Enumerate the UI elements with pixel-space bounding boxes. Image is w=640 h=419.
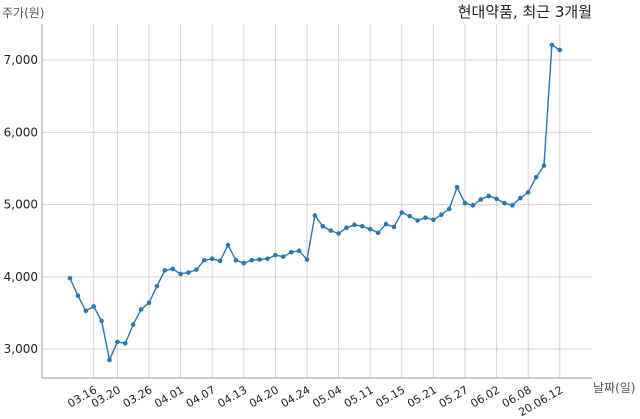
data-point xyxy=(336,231,341,236)
data-point xyxy=(99,318,104,324)
data-point xyxy=(296,248,302,254)
y-tick-label: 5,000 xyxy=(4,198,38,212)
x-tick-label: 05.11 xyxy=(342,383,376,410)
x-tick-label: 03.26 xyxy=(121,383,155,410)
data-point xyxy=(138,307,144,312)
data-point xyxy=(115,339,120,345)
data-point xyxy=(454,184,460,190)
data-point xyxy=(312,213,318,218)
data-point xyxy=(241,260,247,266)
data-point xyxy=(320,223,326,229)
data-point xyxy=(217,258,223,264)
data-point xyxy=(423,215,428,220)
data-point xyxy=(67,276,73,281)
data-point xyxy=(375,230,381,236)
data-point xyxy=(549,42,555,48)
series-line xyxy=(69,43,561,363)
data-point xyxy=(462,200,468,206)
y-tick-label: 7,000 xyxy=(4,53,38,67)
data-point xyxy=(304,257,310,262)
data-point xyxy=(399,210,405,215)
data-point xyxy=(328,228,334,233)
y-tick-label: 3,000 xyxy=(4,342,38,356)
data-point xyxy=(146,300,152,306)
data-point xyxy=(391,224,397,230)
x-tick-label: 06.02 xyxy=(468,383,502,410)
x-tick-label: 05.21 xyxy=(405,383,439,410)
x-tick-label: 05.04 xyxy=(310,383,344,410)
data-point xyxy=(431,217,436,223)
x-tick-label: 04.20 xyxy=(247,383,281,410)
data-point xyxy=(154,283,160,289)
data-point xyxy=(249,257,254,263)
data-point xyxy=(281,254,286,259)
data-point xyxy=(209,256,215,262)
data-point xyxy=(533,174,539,180)
data-point xyxy=(557,47,563,53)
data-point xyxy=(225,242,231,248)
y-tick-labels: 3,000 4,000 5,000 6,000 7,000 xyxy=(4,53,38,356)
y-tick-label: 4,000 xyxy=(4,270,38,284)
data-point xyxy=(273,252,278,258)
data-point xyxy=(233,257,239,263)
x-tick-label: 04.24 xyxy=(279,383,313,410)
data-point xyxy=(494,196,499,202)
data-point xyxy=(186,270,191,275)
data-point xyxy=(91,304,96,309)
data-point xyxy=(525,190,531,195)
data-point xyxy=(194,267,199,272)
data-point xyxy=(265,256,270,262)
x-tick-label: 04.07 xyxy=(184,383,218,410)
data-point xyxy=(178,271,183,277)
data-point xyxy=(130,322,136,327)
data-point xyxy=(518,195,523,201)
data-point xyxy=(439,212,444,218)
data-point xyxy=(470,203,476,208)
x-tick-label: 05.27 xyxy=(437,383,471,410)
chart-title: 현대약품, 최근 3개월 xyxy=(458,3,592,21)
data-point xyxy=(107,357,112,363)
x-tick-labels: 03.1603.2003.2604.0104.0704.1304.2004.24… xyxy=(65,383,565,419)
x-tick-label: 05.15 xyxy=(374,383,408,410)
data-point xyxy=(367,226,373,232)
data-point xyxy=(288,249,294,255)
series-price xyxy=(67,42,563,363)
data-point xyxy=(344,225,349,231)
data-point xyxy=(502,200,507,206)
data-point xyxy=(123,341,128,346)
data-point xyxy=(415,218,420,223)
axes xyxy=(41,24,592,379)
grid xyxy=(42,24,592,378)
y-axis-label: 주가(원) xyxy=(2,6,44,20)
x-axis-label: 날짜(일) xyxy=(593,381,635,395)
data-point xyxy=(202,257,207,263)
data-point xyxy=(407,213,413,219)
data-point xyxy=(383,221,389,227)
data-point xyxy=(486,193,492,199)
data-point xyxy=(352,222,357,228)
data-point xyxy=(75,293,81,298)
data-point xyxy=(170,266,175,272)
data-point xyxy=(510,203,515,208)
x-tick-label: 04.01 xyxy=(152,383,186,410)
data-point xyxy=(541,163,547,168)
data-point xyxy=(83,308,89,314)
data-point xyxy=(162,268,168,273)
x-tick-label: 04.13 xyxy=(216,383,250,410)
data-point xyxy=(478,197,484,202)
data-point xyxy=(446,206,452,212)
data-point xyxy=(257,257,262,262)
y-tick-label: 6,000 xyxy=(4,125,38,139)
data-point xyxy=(360,223,365,229)
